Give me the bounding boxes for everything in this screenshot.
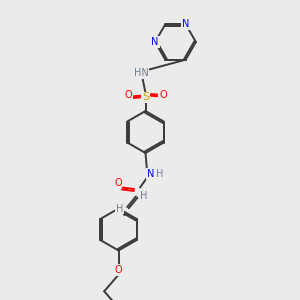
Text: H: H xyxy=(140,190,147,201)
Text: S: S xyxy=(142,92,149,103)
Text: N: N xyxy=(152,37,159,47)
Text: H: H xyxy=(116,203,123,214)
Text: HN: HN xyxy=(134,68,148,79)
Text: O: O xyxy=(114,178,122,188)
Text: N: N xyxy=(182,19,189,29)
Text: O: O xyxy=(115,265,122,275)
Text: O: O xyxy=(159,90,167,100)
Text: O: O xyxy=(124,90,132,100)
Text: N: N xyxy=(147,169,155,179)
Text: H: H xyxy=(156,169,164,179)
